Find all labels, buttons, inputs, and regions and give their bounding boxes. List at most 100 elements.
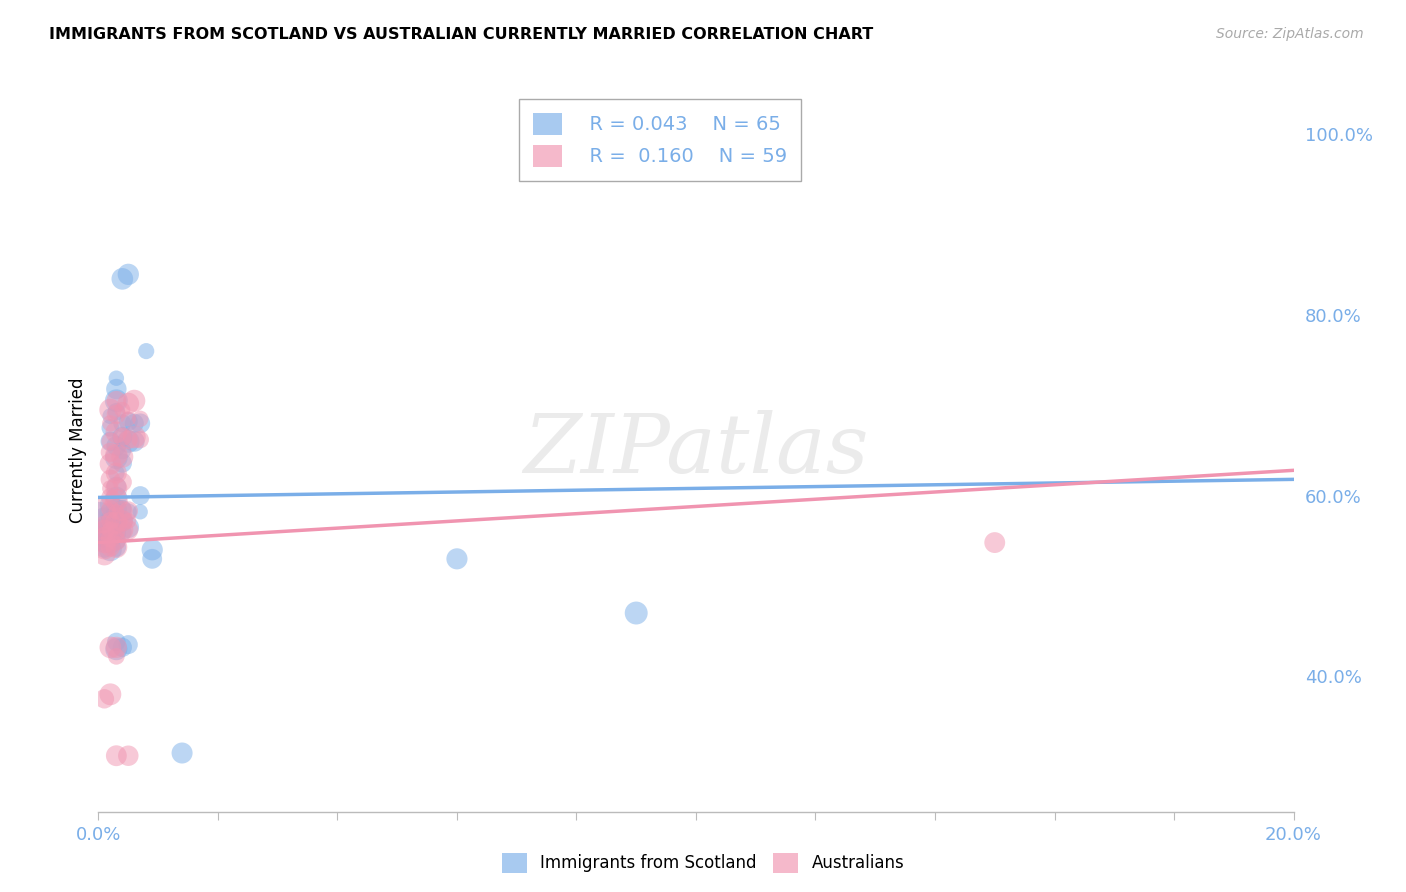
Point bbox=[105, 642, 128, 657]
Point bbox=[111, 450, 134, 464]
Point bbox=[98, 687, 122, 701]
Point bbox=[111, 640, 134, 655]
Point bbox=[129, 412, 152, 426]
Point bbox=[111, 456, 134, 470]
Point bbox=[93, 524, 115, 539]
Point bbox=[117, 520, 139, 534]
Point bbox=[98, 542, 122, 557]
Point bbox=[105, 516, 128, 530]
Point bbox=[105, 533, 128, 548]
Point bbox=[105, 450, 128, 465]
Point bbox=[129, 433, 152, 447]
Point bbox=[117, 396, 139, 410]
Point bbox=[446, 551, 468, 566]
Point bbox=[98, 516, 122, 530]
Point bbox=[105, 480, 128, 494]
Point bbox=[111, 475, 134, 489]
Point bbox=[93, 691, 115, 706]
Point bbox=[93, 517, 115, 532]
Point bbox=[105, 491, 128, 505]
Point bbox=[98, 502, 122, 516]
Point bbox=[129, 489, 152, 503]
Point bbox=[111, 402, 134, 417]
Point bbox=[93, 520, 115, 534]
Point bbox=[105, 502, 128, 516]
Point bbox=[98, 511, 122, 525]
Point bbox=[93, 523, 115, 537]
Point bbox=[105, 466, 128, 480]
Point bbox=[117, 434, 139, 449]
Point bbox=[98, 540, 122, 554]
Point bbox=[135, 344, 157, 359]
Point bbox=[117, 514, 139, 528]
Point bbox=[105, 649, 128, 664]
Point bbox=[98, 523, 122, 537]
Point bbox=[141, 542, 163, 557]
Point bbox=[93, 541, 115, 555]
Point bbox=[105, 448, 128, 462]
Point bbox=[98, 402, 122, 417]
Point bbox=[117, 505, 139, 519]
Point bbox=[117, 433, 139, 447]
Point bbox=[93, 534, 115, 549]
Point bbox=[111, 272, 134, 286]
Point bbox=[98, 537, 122, 551]
Point bbox=[93, 511, 115, 525]
Point bbox=[87, 516, 110, 530]
Y-axis label: Currently Married: Currently Married bbox=[69, 377, 87, 524]
Point bbox=[105, 526, 128, 541]
Point bbox=[111, 430, 134, 444]
Point bbox=[98, 409, 122, 424]
Point bbox=[111, 504, 134, 518]
Point bbox=[98, 522, 122, 536]
Point bbox=[98, 498, 122, 512]
Point bbox=[105, 371, 128, 385]
Point bbox=[98, 445, 122, 459]
Point bbox=[117, 748, 139, 763]
Point bbox=[105, 404, 128, 418]
Text: ZIPatlas: ZIPatlas bbox=[523, 410, 869, 491]
Point bbox=[105, 524, 128, 539]
Point bbox=[98, 434, 122, 449]
Point bbox=[105, 640, 128, 655]
Point bbox=[105, 493, 128, 508]
Point bbox=[117, 415, 139, 429]
Point bbox=[172, 746, 194, 760]
Point bbox=[124, 430, 146, 444]
Point bbox=[98, 421, 122, 435]
Point bbox=[93, 535, 115, 549]
Point bbox=[117, 412, 139, 426]
Legend:   R = 0.043    N = 65,   R =  0.160    N = 59: R = 0.043 N = 65, R = 0.160 N = 59 bbox=[519, 99, 801, 181]
Point bbox=[98, 482, 122, 496]
Point bbox=[111, 430, 134, 444]
Point bbox=[105, 439, 128, 453]
Point bbox=[111, 523, 134, 537]
Point bbox=[141, 551, 163, 566]
Point bbox=[105, 482, 128, 496]
Point bbox=[98, 532, 122, 546]
Point bbox=[129, 505, 152, 519]
Point bbox=[111, 443, 134, 458]
Point bbox=[98, 507, 122, 521]
Point bbox=[105, 520, 128, 534]
Text: IMMIGRANTS FROM SCOTLAND VS AUSTRALIAN CURRENTLY MARRIED CORRELATION CHART: IMMIGRANTS FROM SCOTLAND VS AUSTRALIAN C… bbox=[49, 27, 873, 42]
Point bbox=[117, 523, 139, 537]
Point bbox=[98, 640, 122, 655]
Point bbox=[105, 540, 128, 554]
Point bbox=[105, 466, 128, 480]
Point bbox=[98, 472, 122, 486]
Point bbox=[111, 417, 134, 431]
Point bbox=[98, 531, 122, 545]
Point bbox=[105, 748, 128, 763]
Point bbox=[98, 417, 122, 431]
Point bbox=[117, 638, 139, 652]
Point bbox=[124, 434, 146, 449]
Point bbox=[98, 434, 122, 449]
Point bbox=[105, 505, 128, 519]
Point bbox=[87, 508, 110, 523]
Point bbox=[105, 425, 128, 440]
Point bbox=[105, 393, 128, 408]
Point bbox=[105, 407, 128, 422]
Point bbox=[111, 502, 134, 516]
Point bbox=[98, 457, 122, 471]
